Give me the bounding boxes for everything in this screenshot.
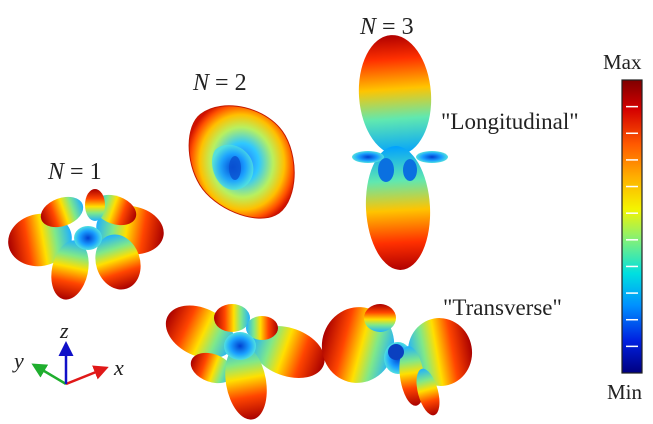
label-n3-var: N [360,14,377,40]
pattern-n2-transverse [165,304,325,420]
label-n2-var: N [193,70,210,96]
label-n3-eq: = [376,14,402,40]
pattern-n2-longitudinal [188,105,295,219]
axis-label-x: x [114,355,124,380]
label-transverse: "Transverse" [443,295,562,320]
colorbar-ticks [626,105,638,348]
colorbar-gradient [621,79,643,374]
label-n3: N = 3 [360,15,414,39]
label-n2: N = 2 [193,71,247,95]
label-n2-eq: = [209,70,235,96]
y-axis-arrow [31,363,67,386]
colorbar-min-label: Min [607,380,643,404]
axis-label-z: z [60,318,69,343]
label-n2-num: 2 [234,70,247,96]
label-n1: N = 1 [48,160,102,184]
colorbar-max-label: Max [603,50,642,74]
label-n1-var: N [48,159,65,185]
pattern-n1-longitudinal [8,189,164,300]
label-n1-num: 1 [89,159,102,185]
axis-label-y: y [14,348,24,373]
label-n1-eq: = [64,159,90,185]
colorbar [621,79,643,374]
pattern-n3-longitudinal [352,35,448,270]
label-longitudinal: "Longitudinal" [441,109,579,134]
pattern-n3-transverse [321,304,473,416]
label-n3-num: 3 [401,14,414,40]
x-axis-arrow [65,365,109,386]
coordinate-triad [31,341,109,386]
